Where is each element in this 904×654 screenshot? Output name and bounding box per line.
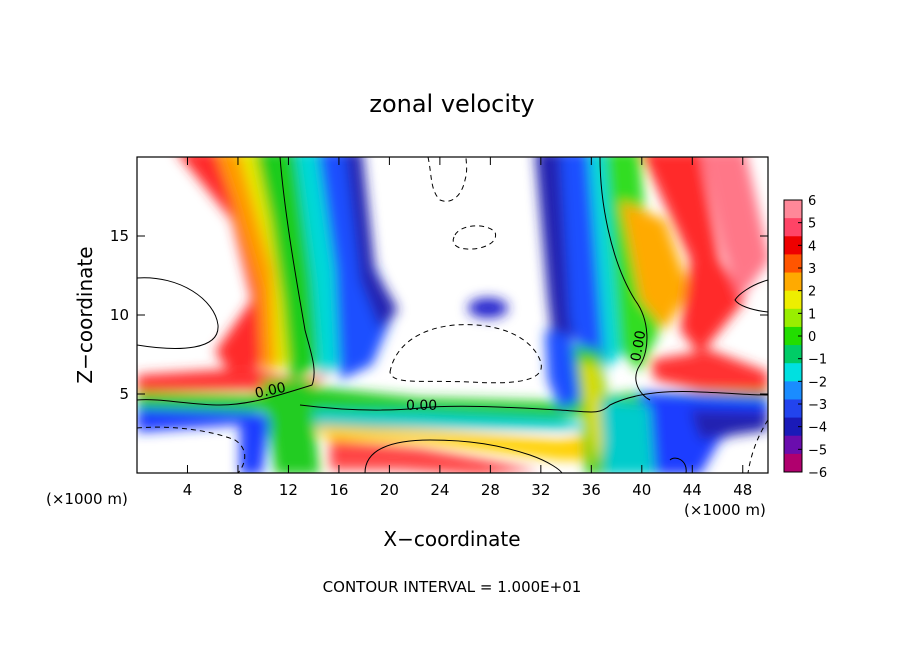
colorbar-label: 1 (808, 307, 816, 322)
chart-title: zonal velocity (369, 90, 534, 118)
colorbar-swatch (784, 218, 802, 237)
y-axis-label: Z−coordinate (73, 246, 97, 383)
heatmap-field (137, 157, 768, 473)
y-axis-ticks: 5 10 15 (110, 227, 768, 403)
x-axis-ticks: 4 8 12 16 20 24 28 32 36 40 44 48 (183, 157, 752, 499)
mid-column-blue (240, 420, 270, 473)
contour-label: 0.00 (628, 329, 649, 362)
colorbar-label: −4 (808, 421, 827, 436)
left-jet-cyan (295, 157, 345, 380)
zero-contour-right (599, 157, 651, 401)
colorbar-swatch (784, 200, 802, 219)
colorbar-swatch (784, 290, 802, 310)
colorbar-swatch (784, 272, 802, 292)
colorbar-label: −2 (808, 375, 827, 390)
center-spike-yellow (580, 360, 606, 470)
right-jet-cyan (588, 157, 625, 370)
colorbar-label: −5 (808, 443, 827, 458)
center-spike-blue (545, 330, 580, 410)
colorbar-swatch (784, 236, 802, 255)
colorbar (783, 199, 803, 473)
colorbar-label: 3 (808, 262, 816, 277)
x-tick-label: 40 (632, 481, 651, 499)
colorbar-swatch (784, 417, 802, 437)
mid-column (262, 380, 320, 473)
low-band-yellow (310, 425, 620, 460)
colorbar-swatch (784, 254, 802, 274)
x-axis-label: X−coordinate (383, 527, 520, 551)
colorbar-swatch (784, 399, 802, 419)
x-tick-label: 12 (279, 481, 298, 499)
low-band-redlow (330, 440, 540, 473)
colorbar-label: 0 (808, 330, 816, 345)
y-tick-label: 5 (119, 385, 129, 403)
zero-contour-bottom (364, 439, 563, 473)
left-jet-green (256, 157, 318, 385)
right-low-navy (690, 410, 768, 440)
right-jet-orange (620, 200, 690, 330)
x-tick-label: 44 (683, 481, 702, 499)
zero-contour-rightedge (734, 279, 768, 313)
contour-interval-note: CONTOUR INTERVAL = 1.000E+01 (323, 578, 582, 596)
colorbar-labels: 6 5 4 3 2 1 0 −1 −2 −3 −4 −5 −6 (798, 194, 827, 481)
right-jet-red (643, 157, 745, 355)
colorbar-swatch (784, 381, 802, 400)
zero-contour-low (299, 391, 768, 413)
colorbar-label: 6 (808, 194, 816, 209)
left-jet-orange (217, 157, 282, 370)
zero-contour-left (137, 157, 315, 406)
contour-label: 0.00 (254, 380, 288, 402)
right-jet-green (605, 157, 660, 372)
colorbar-label: 4 (808, 239, 816, 254)
left-jet-yellow (239, 157, 292, 372)
colorbar-swatch (784, 308, 802, 328)
colorbar-swatch (784, 326, 802, 346)
colorbar-label: −1 (808, 353, 827, 368)
colorbar-swatch (784, 435, 802, 455)
right-jet-navy (535, 157, 580, 360)
y-tick-label: 15 (110, 227, 129, 245)
low-band-blue (137, 408, 300, 432)
colorbar-swatch (784, 453, 802, 473)
colorbar-swatch (784, 363, 802, 382)
low-band-cyan (300, 410, 600, 430)
x-tick-label: 32 (531, 481, 550, 499)
x-tick-label: 16 (329, 481, 348, 499)
x-unit-left: (×1000 m) (46, 490, 128, 508)
neg-contour-small (452, 225, 497, 250)
blue-blob (468, 298, 508, 318)
x-tick-label: 28 (481, 481, 500, 499)
x-tick-label: 4 (183, 481, 193, 499)
right-jet-pink (701, 157, 768, 300)
colorbar-label: −6 (808, 466, 827, 481)
contour-lines (137, 157, 768, 473)
left-jet-blue (318, 157, 395, 380)
x-tick-label: 20 (380, 481, 399, 499)
x-tick-label: 24 (430, 481, 449, 499)
center-spike-cyan2 (600, 400, 655, 473)
contour-label: 0.00 (406, 398, 437, 414)
y-tick-label: 10 (110, 306, 129, 324)
colorbar-label: 2 (808, 285, 816, 300)
zero-contour-rightlow (669, 457, 687, 473)
zero-contour-ellipse (137, 277, 219, 349)
contour-label-group: 0.00 0.00 0.00 (254, 329, 650, 414)
left-jet-navy (345, 157, 398, 330)
neg-contour-center (389, 324, 542, 384)
x-tick-label: 36 (582, 481, 601, 499)
x-tick-label: 8 (233, 481, 243, 499)
x-tick-label: 48 (733, 481, 752, 499)
colorbar-swatch (784, 345, 802, 364)
colorbar-label: 5 (808, 217, 816, 232)
right-jet-blue (560, 157, 608, 385)
colorbar-label: −3 (808, 398, 827, 413)
right-low-red (650, 350, 768, 392)
x-unit-right: (×1000 m) (684, 501, 766, 519)
